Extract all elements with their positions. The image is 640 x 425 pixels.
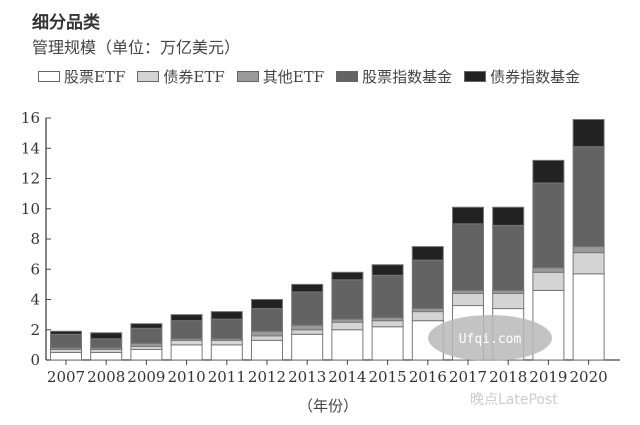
bar-segment [130,348,163,361]
weibo-watermark: 晚点LatePost [470,392,558,408]
bar-segment [452,223,484,291]
bar-segment [251,330,283,337]
bar-segment [170,339,203,346]
bar-segment [50,351,82,361]
legend-swatch [236,71,259,82]
bar-segment [572,252,605,275]
bar-segment [331,321,364,331]
bar-segment [291,324,324,331]
y-tick-label: 0 [30,351,40,369]
bar-segment [371,264,404,276]
x-tick-label: 2012 [248,368,286,386]
bar-segment [532,159,565,184]
bar-segment [130,323,163,329]
bar-segment [331,279,364,320]
legend-item: 债券指数基金 [464,66,580,87]
bar-segment [492,224,525,291]
legend-swatch [336,71,359,82]
ufqi-watermark-text: Ufqi.com [459,332,522,347]
bar-segment [371,326,404,361]
bar-segment [291,333,324,361]
bar-segment [572,119,605,148]
bar-segment [572,246,605,254]
x-tick-label: 2007 [47,368,85,386]
bar-segment [452,292,484,307]
bar-segment [291,329,324,335]
x-tick-label: 2008 [87,368,125,386]
bar-segment [532,271,565,291]
x-tick-label: 2017 [449,368,487,386]
bar-segment [90,351,123,361]
legend-label: 其他ETF [262,68,325,86]
y-tick-label: 12 [21,170,40,188]
legend-item: 股票指数基金 [336,66,452,87]
bar-segment [452,206,484,225]
bar-segment [411,259,444,310]
y-tick-label: 4 [30,291,40,309]
legend-item: 股票ETF [38,66,125,87]
chart-subtitle: 管理规模（单位：万亿美元） [32,38,241,57]
legend-swatch [38,71,60,82]
y-tick-label: 10 [21,200,40,218]
bar-segment [572,146,605,248]
ufqi-watermark [428,315,552,361]
chart-title: 细分品类 [32,13,100,33]
x-tick-label: 2009 [127,368,165,386]
bar-segment [411,311,444,322]
legend: 股票ETF 债券ETF 其他ETF 股票指数基金 债券指数基金 [38,66,580,87]
legend-swatch [464,71,487,82]
x-tick-label: 2019 [529,368,567,386]
bar-segment [291,283,324,293]
legend-item: 债券ETF [137,66,225,87]
bar-segment [130,327,163,344]
bar-segment [251,335,283,341]
bar-segment [210,318,243,340]
bar-segment [170,344,203,361]
bar-segment [251,339,283,361]
x-tick-label: 2020 [570,368,608,386]
bar-segment [371,274,404,319]
bar-segment [210,344,243,361]
x-tick-label: 2014 [328,368,366,386]
x-tick-label: 2013 [288,368,326,386]
x-tick-label: 2011 [208,368,246,386]
bar-segment [50,330,82,335]
bar-segment [210,339,243,346]
bar-segment [90,332,123,340]
x-axis-label: （年份） [298,397,359,415]
x-tick-label: 2010 [168,368,206,386]
bar-segment [331,329,364,361]
bar-segment [251,308,283,332]
y-tick-label: 16 [21,109,40,127]
y-tick-label: 2 [30,321,40,339]
legend-label: 债券指数基金 [490,68,581,86]
bar-segment [572,273,605,361]
bar-segment [251,299,283,310]
legend-label: 股票指数基金 [362,68,453,86]
bar-segment [331,271,364,281]
legend-label: 债券ETF [163,68,225,86]
legend-item: 其他ETF [236,66,325,87]
x-tick-label: 2018 [489,368,527,386]
bar-segment [492,206,525,226]
bar-segment [291,291,324,326]
bar-segment [371,320,404,328]
bar-segment [532,182,565,269]
legend-label: 股票ETF [64,68,126,86]
bar-segment [210,311,243,320]
bar-segment [411,246,444,261]
legend-swatch [137,71,160,82]
x-tick-label: 2016 [409,368,447,386]
bar-segment [170,320,203,340]
bar-segment [532,267,565,273]
bar-segment [170,314,203,322]
y-tick-label: 8 [30,230,40,248]
bar-segment [90,338,123,349]
y-tick-label: 6 [30,260,40,278]
bar-segment [50,333,82,349]
x-tick-label: 2015 [369,368,407,386]
bar-segment [492,292,525,310]
y-tick-label: 14 [21,139,40,157]
